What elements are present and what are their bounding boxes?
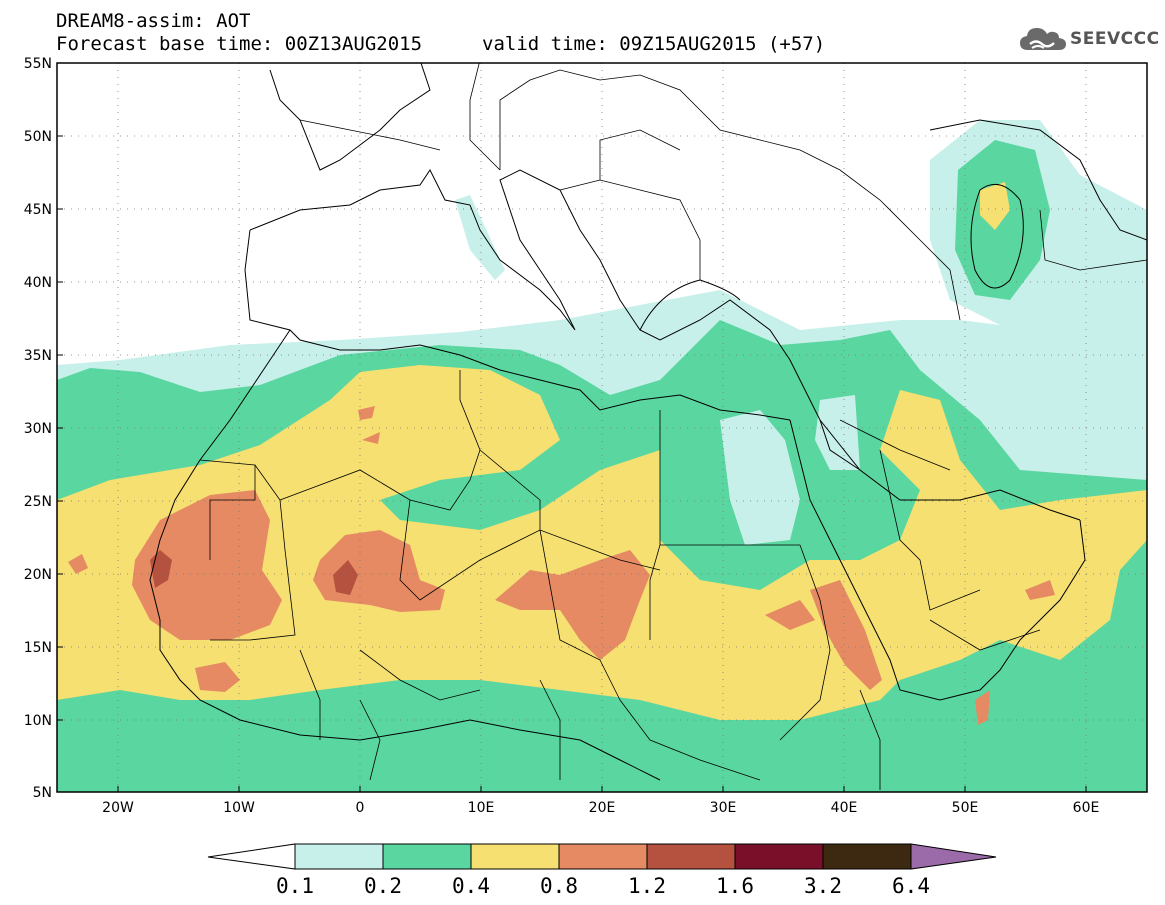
lat-label: 15N <box>24 640 52 656</box>
aot-field <box>57 120 1147 792</box>
map-grid <box>57 63 1147 792</box>
lat-label: 25N <box>24 494 52 510</box>
lat-labels: 55N 50N 45N 40N 35N 30N 25N 20N 15N 10N … <box>24 56 52 801</box>
lat-label: 5N <box>33 785 52 801</box>
logo-text: SEEVCCC <box>1070 29 1160 49</box>
colorbar-swatch <box>470 843 560 870</box>
lon-label: 30E <box>710 800 737 816</box>
aot-band-1.2-mali <box>333 560 358 595</box>
lon-label: 0 <box>356 800 365 816</box>
lat-label: 50N <box>24 129 52 145</box>
colorbar-label: 0.2 <box>364 874 402 898</box>
lon-label: 10E <box>468 800 495 816</box>
colorbar-swatch <box>558 843 648 870</box>
colorbar-label: 6.4 <box>892 874 930 898</box>
aot-band-0.4 <box>57 365 1147 720</box>
colorbar-label: 0.4 <box>452 874 490 898</box>
aot-band-0.1-italy <box>455 195 505 280</box>
aot-band-0.8-chad <box>495 550 650 660</box>
lat-label: 10N <box>24 713 52 729</box>
colorbar-swatch <box>382 843 472 870</box>
lon-label: 10W <box>223 800 255 816</box>
colorbar-swatch <box>294 843 384 870</box>
colorbar-swatch <box>646 843 736 870</box>
seevccc-logo: SEEVCCC <box>1018 24 1160 58</box>
aot-band-0.8-west <box>132 490 282 640</box>
colorbar-label: 3.2 <box>804 874 842 898</box>
cloud-logo-icon <box>1020 28 1066 50</box>
lat-label: 20N <box>24 567 52 583</box>
lat-label: 45N <box>24 202 52 218</box>
aot-band-0.8-oman <box>1025 580 1055 600</box>
lon-label: 20E <box>589 800 616 816</box>
colorbar-high-arrow <box>910 843 997 870</box>
lat-label: 30N <box>24 421 52 437</box>
lon-label: 20W <box>102 800 134 816</box>
colorbar-label: 1.2 <box>628 874 666 898</box>
aot-band-0.8-redsea <box>810 580 882 690</box>
colorbar: 0.1 0.2 0.4 0.8 1.2 1.6 3.2 6.4 <box>207 843 997 898</box>
aot-hole-arabia <box>815 395 860 470</box>
lon-label: 50E <box>952 800 979 816</box>
aot-band-0.8-somalia <box>975 690 990 725</box>
aot-band-0.8-sahara-spot <box>358 406 375 420</box>
valid-time-label: valid time: 09Z15AUG2015 (+57) <box>482 33 826 55</box>
colorbar-label: 0.1 <box>276 874 314 898</box>
colorbar-label: 0.8 <box>540 874 578 898</box>
axis-ticks <box>57 135 1087 792</box>
lon-label: 60E <box>1073 800 1100 816</box>
coastlines <box>149 63 1147 781</box>
colorbar-label: 1.6 <box>716 874 754 898</box>
aot-hole-egypt <box>720 410 800 545</box>
aot-band-0.8-mauritania-spot <box>68 554 88 574</box>
aot-band-0.8-sudan <box>765 600 815 630</box>
aot-band-0.8-guinea <box>195 662 240 692</box>
aot-band-0.8-sahara-spot2 <box>362 432 380 444</box>
colorbar-swatch <box>822 843 912 870</box>
country-borders <box>199 63 1147 790</box>
map-title: DREAM8-assim: AOT <box>56 10 251 32</box>
base-time-label: Forecast base time: 00Z13AUG2015 <box>56 33 423 55</box>
lat-label: 40N <box>24 275 52 291</box>
lat-label: 55N <box>24 56 52 72</box>
lon-labels: 20W 10W 0 10E 20E 30E 40E 50E 60E <box>102 800 1099 816</box>
aot-band-0.4-caspian <box>980 182 1010 230</box>
colorbar-low-arrow <box>207 843 296 870</box>
lat-label: 35N <box>24 348 52 364</box>
colorbar-swatch <box>734 843 824 870</box>
lon-label: 40E <box>831 800 858 816</box>
